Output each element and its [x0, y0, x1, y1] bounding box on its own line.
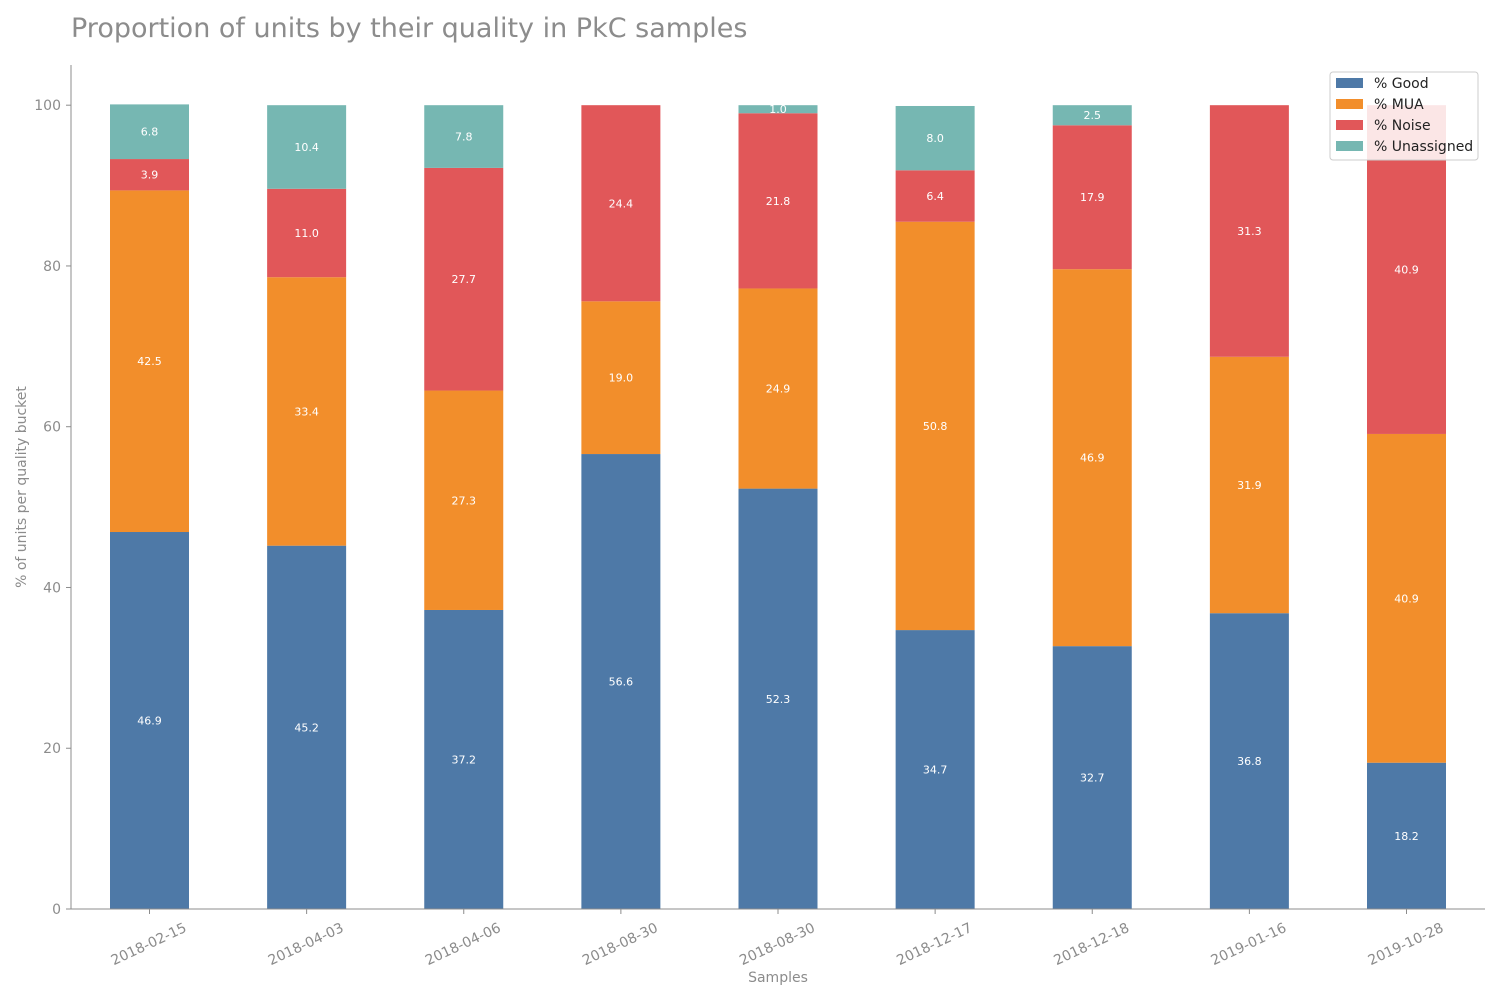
x-tick-label: 2019-01-16 [1209, 920, 1290, 969]
bar-segment-noise-3 [581, 105, 661, 302]
legend-box [1329, 71, 1479, 161]
bar-data-label: 18.2 [1394, 830, 1419, 843]
legend-entry: % Good [1374, 76, 1429, 92]
legend-entry: % Noise [1374, 118, 1431, 134]
y-ticks: 0 20 40 60 80 100 [34, 98, 71, 918]
bar-segment-mua-7 [1209, 356, 1289, 614]
bar-data-label: 19.0 [609, 372, 634, 385]
bar-segment-mua-3 [581, 301, 661, 455]
bar-segment-good-0 [110, 532, 189, 909]
bar-data-label: 34.7 [923, 764, 948, 777]
bar-data-label: 17.9 [1080, 191, 1105, 204]
bar-segment-good-1 [267, 545, 347, 909]
bar-segment-noise-2 [424, 167, 504, 391]
bar-segment-good-3 [581, 454, 661, 909]
bar-segment-noise-7 [1209, 105, 1289, 357]
bar-segment-unassigned-6 [1052, 105, 1132, 126]
bar-data-label: 40.9 [1394, 592, 1419, 605]
bar-data-label: 6.8 [141, 126, 159, 139]
bar-data-label: 11.0 [294, 227, 319, 240]
y-tick-label: 40 [43, 580, 61, 596]
bar-segment-good-7 [1209, 613, 1289, 909]
bar-segment-unassigned-4 [738, 105, 818, 114]
y-tick-label: 100 [34, 98, 61, 114]
x-tick-label: 2018-08-30 [737, 920, 818, 969]
bar-segment-unassigned-0 [110, 104, 189, 160]
bar-data-label: 32.7 [1080, 772, 1105, 785]
bar-segment-mua-6 [1052, 269, 1132, 647]
bar-segment-mua-0 [110, 190, 189, 533]
bar-segment-mua-8 [1367, 433, 1446, 763]
legend-swatch [1336, 120, 1363, 130]
x-axis-label: Samples [748, 970, 808, 986]
bar-data-label: 10.4 [294, 141, 319, 154]
bar-data-label: 46.9 [1080, 452, 1105, 465]
bar-data-label: 50.8 [923, 420, 948, 433]
y-tick-label: 0 [52, 902, 61, 918]
bar-data-label: 7.8 [455, 131, 473, 144]
bar-segment-noise-6 [1052, 125, 1132, 270]
bar-data-label: 56.6 [609, 676, 634, 689]
bar-data-label: 2.5 [1084, 109, 1102, 122]
bar-segment-noise-4 [738, 113, 818, 289]
x-tick-label: 2019-10-28 [1366, 920, 1447, 969]
bar-segment-mua-5 [895, 221, 975, 631]
x-tick-label: 2018-02-15 [109, 920, 190, 969]
legend-entry: % MUA [1374, 97, 1424, 113]
bar-data-label: 24.9 [766, 383, 791, 396]
legend-swatch [1336, 99, 1363, 109]
bar-segment-good-4 [738, 488, 818, 909]
bar-segment-noise-1 [267, 188, 347, 278]
x-tick-label: 2018-12-18 [1051, 920, 1132, 969]
bar-labels-layer: 46.9 42.5 3.9 6.8 45.2 33.4 11.0 10.4 37.2 27.3 27… [137, 103, 1419, 843]
bar-data-label: 27.3 [452, 494, 477, 507]
bar-data-label: 31.9 [1237, 479, 1262, 492]
bar-segment-noise-0 [110, 159, 189, 191]
y-tick-label: 80 [43, 259, 61, 275]
bar-segment-good-2 [424, 609, 504, 909]
legend-swatch [1336, 78, 1363, 88]
bar-segment-mua-1 [267, 277, 347, 546]
bar-segment-mua-4 [738, 288, 818, 489]
y-axis-label: % of units per quality bucket [14, 386, 30, 588]
bar-data-label: 45.2 [294, 721, 319, 734]
bar-data-label: 36.8 [1237, 755, 1262, 768]
x-tick-label: 2018-04-03 [266, 920, 347, 969]
x-tick-label: 2018-08-30 [580, 920, 661, 969]
bar-data-label: 3.9 [141, 169, 159, 182]
bars-layer [110, 104, 1446, 909]
bar-data-label: 40.9 [1394, 264, 1419, 277]
bar-data-label: 31.3 [1237, 225, 1262, 238]
bar-data-label: 42.5 [137, 355, 162, 368]
bar-segment-unassigned-2 [424, 105, 504, 168]
legend: % Good % MUA % Noise % Unassigned [1329, 71, 1479, 161]
chart-title: Proportion of units by their quality in … [71, 13, 747, 44]
bar-data-label: 27.7 [452, 273, 477, 286]
bar-segment-unassigned-5 [895, 105, 975, 171]
legend-entry: % Unassigned [1374, 139, 1473, 155]
bar-segment-good-8 [1367, 762, 1446, 909]
x-ticks: 2018-02-15 2018-04-03 2018-04-06 2018-08-30… [109, 909, 1447, 969]
bar-data-label: 1.0 [769, 103, 787, 116]
bar-data-label: 52.3 [766, 693, 791, 706]
bar-data-label: 24.4 [609, 197, 634, 210]
x-tick-label: 2018-04-06 [423, 920, 504, 969]
bar-data-label: 21.8 [766, 195, 791, 208]
bar-segment-noise-5 [895, 170, 975, 222]
bar-data-label: 37.2 [452, 753, 477, 766]
y-tick-label: 20 [43, 741, 61, 757]
bar-data-label: 6.4 [926, 190, 944, 203]
bar-segment-mua-2 [424, 390, 504, 610]
x-tick-label: 2018-12-17 [894, 920, 975, 969]
bar-data-label: 33.4 [294, 405, 319, 418]
y-tick-label: 60 [43, 420, 61, 436]
legend-swatch [1336, 141, 1363, 151]
bar-data-label: 46.9 [137, 715, 162, 728]
bar-data-label: 8.0 [926, 132, 944, 145]
bar-segment-good-6 [1052, 646, 1132, 909]
bar-segment-unassigned-1 [267, 105, 347, 189]
bar-segment-good-5 [895, 630, 975, 909]
